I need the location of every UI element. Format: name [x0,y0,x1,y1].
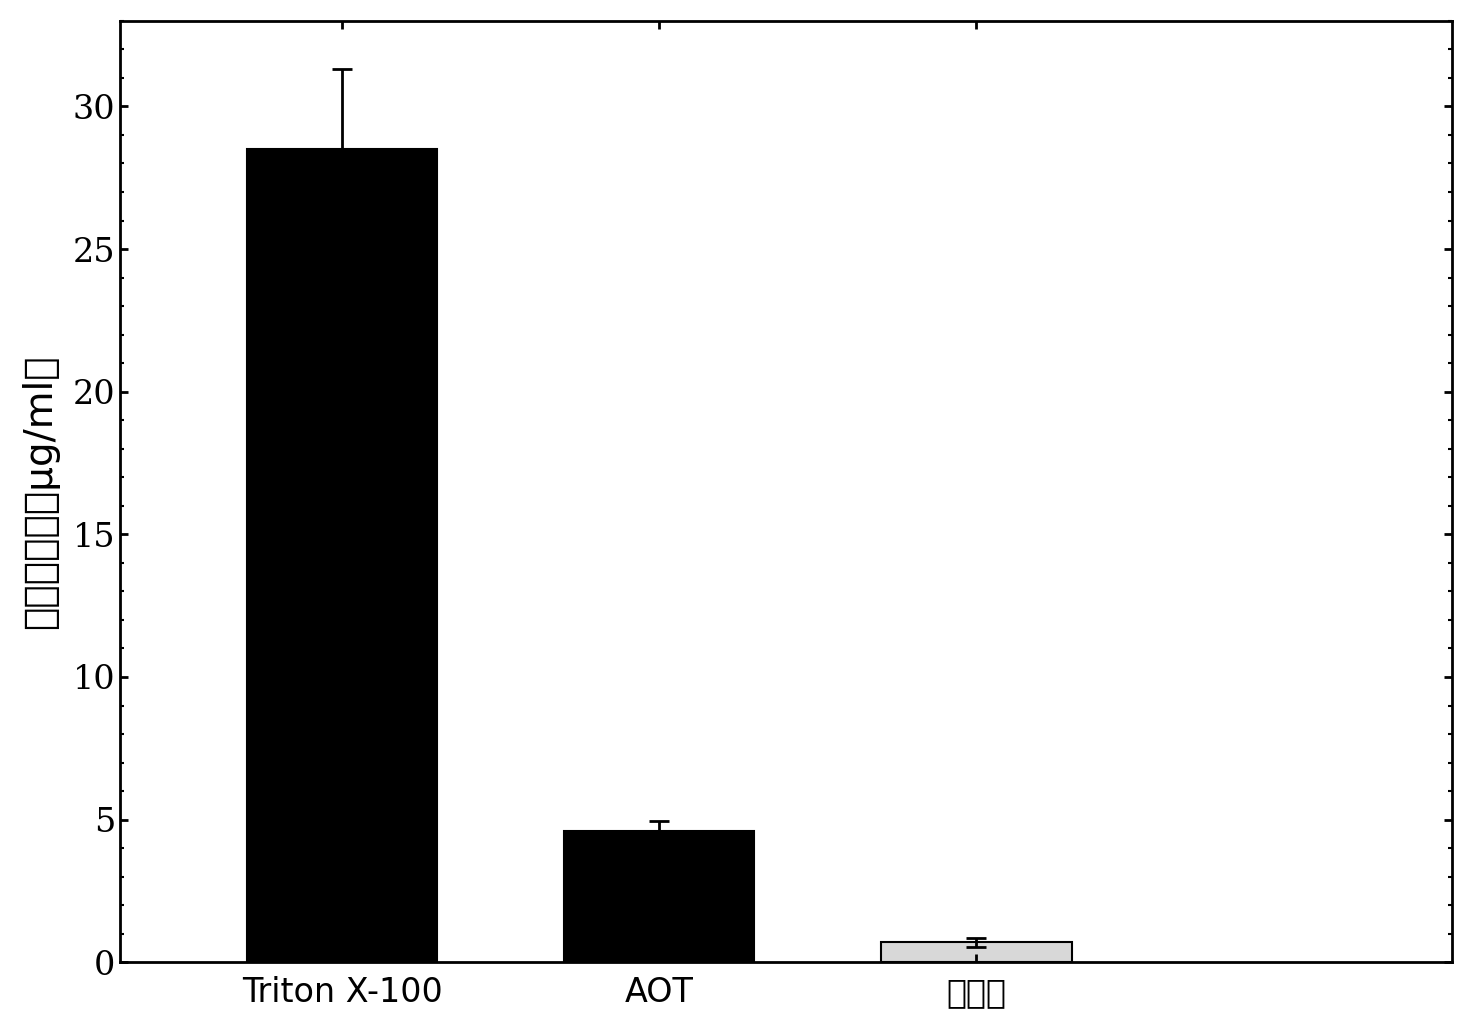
Bar [247,149,437,962]
Bar [881,942,1071,962]
Bar [564,831,754,962]
Y-axis label: 葡萄糖浓度（μg/ml）: 葡萄糖浓度（μg/ml） [21,354,59,629]
